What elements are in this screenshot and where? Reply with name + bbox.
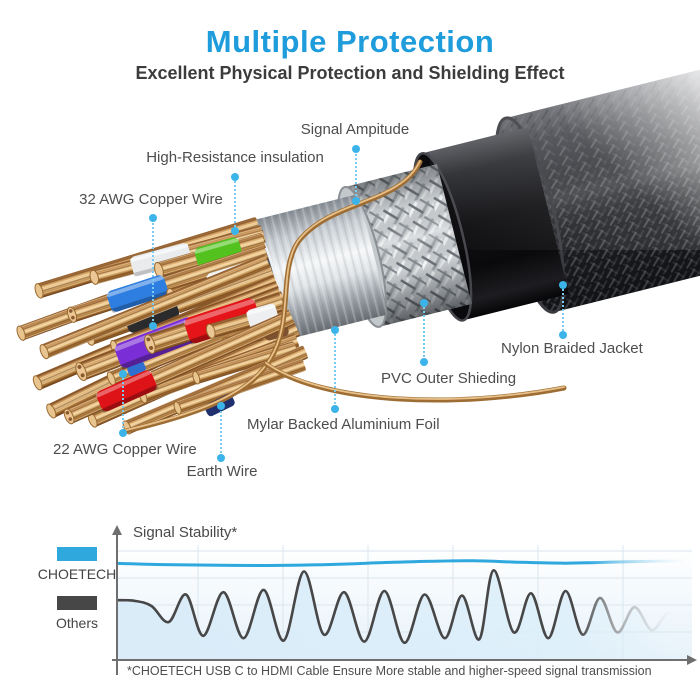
wire-bundle <box>16 216 309 435</box>
label-pvc-outer-shielding: PVC Outer Shieding <box>381 370 517 387</box>
leader-line-32awg <box>149 214 157 330</box>
signal-stability-chart <box>112 525 697 675</box>
others-series-line <box>116 568 693 645</box>
copper-strand <box>173 358 307 415</box>
label-22awg-copper-wire: 22 AWG Copper Wire <box>53 441 197 458</box>
copper-strand <box>192 341 298 385</box>
label-high-resistance-insulation: High-Resistance insulation <box>146 149 324 166</box>
legend-label-others: Others <box>55 615 99 631</box>
x-axis-arrow-icon <box>687 655 697 665</box>
chart-title: Signal Stability* <box>133 524 238 541</box>
leader-line-22awg <box>119 370 127 437</box>
legend-swatch-others <box>57 596 97 610</box>
leader-line-earth <box>217 402 225 462</box>
leader-line-mylar <box>331 326 339 413</box>
legend-swatch-choetech <box>57 547 97 561</box>
y-axis-arrow-icon <box>112 525 122 535</box>
earth-wire <box>123 159 567 434</box>
choetech-series-line <box>116 559 693 568</box>
legend-label-choetech: CHOETECH <box>37 566 117 582</box>
label-nylon-braided-jacket: Nylon Braided Jacket <box>501 340 643 357</box>
wire-red <box>144 291 286 354</box>
chart-axes <box>112 533 688 675</box>
leader-line-pvc <box>420 299 428 366</box>
page-title: Multiple Protection <box>205 24 495 59</box>
leader-line-nylon <box>559 281 567 339</box>
label-mylar-aluminium-foil: Mylar Backed Aluminium Foil <box>247 416 440 433</box>
chart-footnote: *CHOETECH USB C to HDMI Cable Ensure Mor… <box>127 664 652 678</box>
label-signal-amplitude: Signal Ampitude <box>300 121 410 138</box>
wire-blue-stub <box>127 361 146 377</box>
cable-cross-section-illustration <box>16 0 700 435</box>
wire-blue <box>66 244 269 323</box>
leader-line-insulation <box>231 173 239 235</box>
copper-strand <box>39 254 271 360</box>
label-earth-wire: Earth Wire <box>186 463 258 480</box>
label-32awg-copper-wire: 32 AWG Copper Wire <box>79 191 223 208</box>
page-subtitle: Excellent Physical Protection and Shield… <box>135 63 565 83</box>
light-bloom <box>430 0 700 250</box>
leader-line-signal-amplitude <box>352 145 360 205</box>
